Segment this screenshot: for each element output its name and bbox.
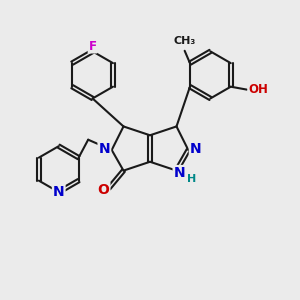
Text: N: N [53, 185, 64, 199]
Text: N: N [98, 142, 110, 155]
Text: N: N [174, 166, 185, 180]
Text: F: F [88, 40, 97, 52]
Text: CH₃: CH₃ [173, 36, 196, 46]
Text: N: N [190, 142, 202, 155]
Text: H: H [187, 174, 196, 184]
Text: OH: OH [248, 83, 268, 96]
Text: O: O [98, 183, 110, 197]
